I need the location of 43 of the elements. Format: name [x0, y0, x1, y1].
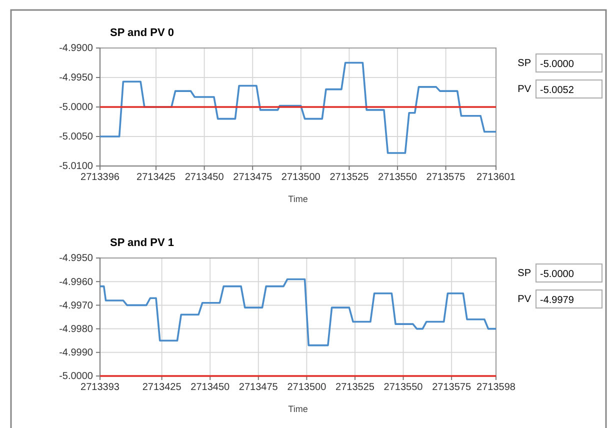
text: -5.0000 [540, 59, 574, 70]
text: -4.9979 [540, 295, 574, 306]
x-tick-label: 2713550 [384, 382, 424, 394]
text: -5.0000 [540, 269, 574, 280]
y-tick-label: -4.9980 [59, 324, 94, 335]
y-tick-label: -4.9900 [59, 43, 94, 54]
text: SP [518, 58, 532, 69]
x-tick-label: 2713475 [238, 382, 278, 394]
x-tick-label: 2713575 [432, 382, 472, 394]
y-tick-label: -5.0050 [59, 132, 94, 143]
chart-title: SP and PV 0 [110, 27, 174, 39]
text: PV [518, 84, 532, 95]
x-tick-label: 2713500 [281, 172, 321, 184]
y-tick-label: -4.9960 [59, 276, 94, 288]
x-tick-label: 2713525 [336, 382, 375, 394]
x-tick-label: 2713598 [476, 382, 516, 394]
y-tick-label: -5.0000 [59, 102, 94, 114]
x-tick-label: 2713475 [233, 172, 273, 184]
y-tick-label: -4.9950 [59, 72, 94, 84]
y-tick-label: -5.0100 [59, 161, 94, 172]
x-axis-title: Time [288, 404, 308, 414]
text: SP [518, 268, 532, 279]
line-series [99, 278, 497, 346]
x-tick-label: 2713393 [80, 382, 120, 394]
line-series [99, 62, 497, 154]
x-tick-label: 2713450 [190, 382, 230, 394]
text: PV [518, 294, 532, 305]
x-tick-label: 2713425 [142, 382, 182, 394]
x-tick-label: 2713500 [287, 382, 327, 394]
x-tick-label: 2713550 [378, 172, 418, 184]
y-tick-label: -4.9950 [59, 253, 94, 264]
x-axis-title: Time [288, 194, 308, 204]
x-tick-label: 2713450 [184, 172, 224, 184]
x-tick-label: 2713396 [80, 172, 120, 184]
y-tick-label: -5.0000 [59, 371, 94, 382]
x-tick-label: 2713525 [330, 172, 370, 184]
chart-title: SP and PV 1 [110, 237, 174, 249]
x-tick-label: 2713575 [426, 172, 466, 184]
x-tick-label: 2713425 [136, 172, 176, 184]
text: -5.0052 [540, 85, 574, 96]
y-tick-label: -4.9970 [59, 300, 94, 312]
x-tick-label: 2713601 [476, 172, 516, 184]
y-tick-label: -4.9990 [59, 348, 94, 359]
